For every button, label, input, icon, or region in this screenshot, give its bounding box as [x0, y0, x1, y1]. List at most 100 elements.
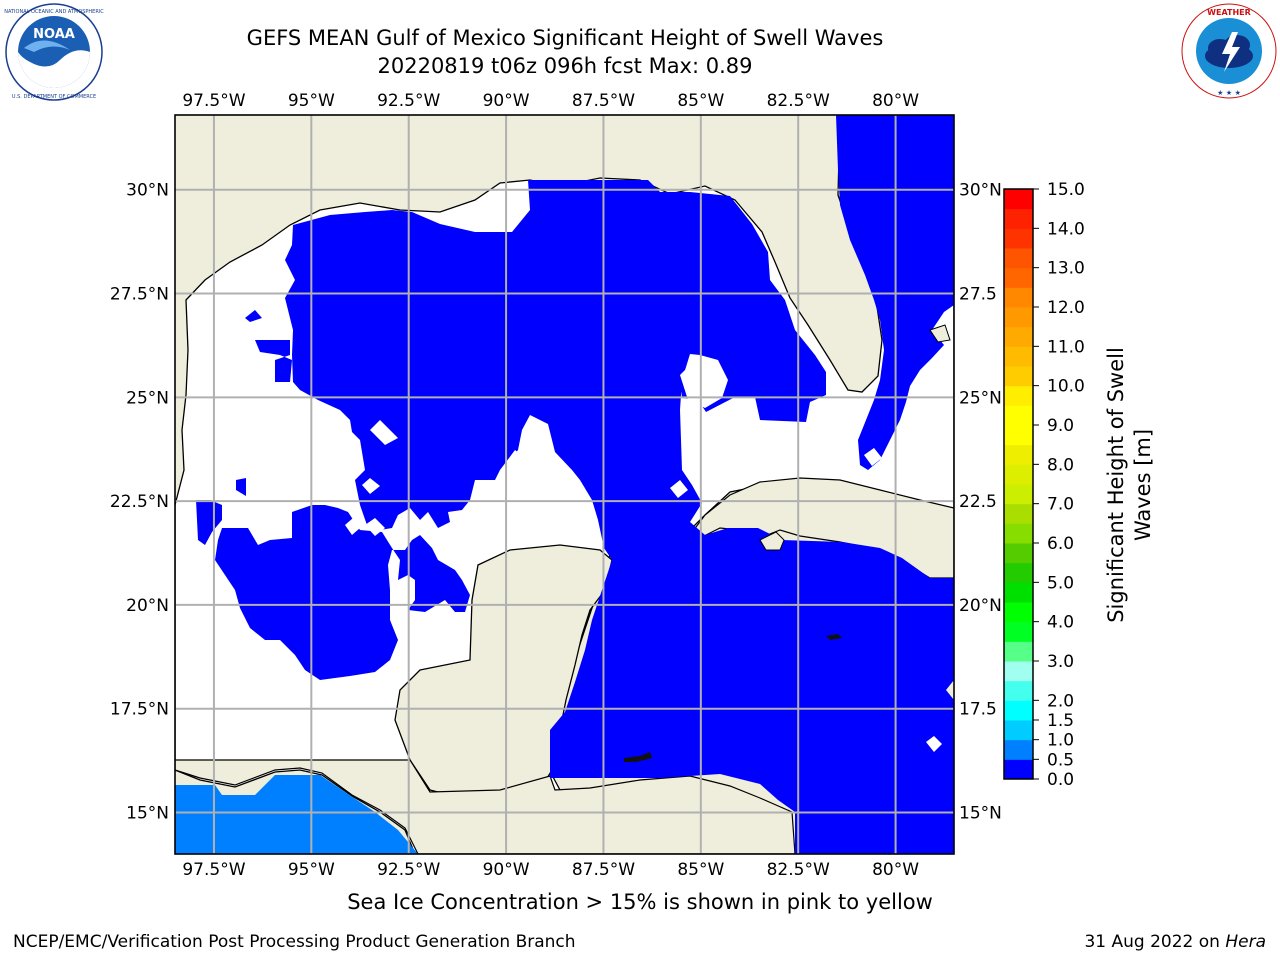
colorbar-bin — [1004, 582, 1033, 603]
colorbar-bin — [1004, 720, 1033, 741]
colorbar-bin — [1004, 621, 1033, 642]
colorbar-bin — [1004, 503, 1033, 524]
longitude-label: 85°W — [677, 860, 724, 880]
nws-logo: WEATHER ★ ★ ★ — [1181, 3, 1277, 99]
colorbar-tick-label: 10.0 — [1047, 377, 1085, 397]
no-data-patches — [345, 355, 942, 752]
latitude-label: 17.5°N — [110, 700, 169, 720]
latitude-label: 20°N — [126, 596, 169, 616]
footer-date-text: 31 Aug 2022 on — [1084, 932, 1226, 952]
longitude-label: 87.5°W — [572, 860, 635, 880]
latitude-label: 20°N — [959, 596, 1002, 616]
colorbar-bin — [1004, 739, 1033, 760]
colorbar-bin — [1004, 189, 1033, 210]
longitude-labels-bottom: 97.5°W 95°W 92.5°W 90°W 87.5°W 85°W 82.5°W 80°W — [182, 860, 919, 880]
map-title: GEFS MEAN Gulf of Mexico Significant Hei… — [246, 26, 884, 50]
island-bahamas — [929, 324, 951, 343]
colorbar-bin — [1004, 287, 1033, 308]
colorbar-bin — [1004, 208, 1033, 229]
longitude-label: 90°W — [483, 91, 530, 111]
latitude-label: 22.5 — [959, 492, 997, 512]
colorbar-tick-label: 5.0 — [1047, 573, 1074, 593]
latitude-label: 30°N — [959, 181, 1002, 201]
colorbar-tick-label: 11.0 — [1047, 337, 1085, 357]
colorbar-bin — [1004, 228, 1033, 249]
longitude-label: 82.5°W — [767, 860, 830, 880]
longitude-label: 82.5°W — [767, 91, 830, 111]
colorbar-bin — [1004, 484, 1033, 505]
colorbar-bin — [1004, 464, 1033, 485]
longitude-label: 85°W — [677, 91, 724, 111]
colorbar-ticks: 0.00.51.01.52.0 3.0 4.0 5.0 6.0 7.0 8.0 9.0 10.0… — [1033, 180, 1085, 790]
longitude-label: 95°W — [288, 860, 335, 880]
colorbar-bin — [1004, 661, 1033, 682]
colorbar-bin — [1004, 346, 1033, 367]
colorbar-tick-label: 6.0 — [1047, 534, 1074, 554]
colorbar-tick-label: 1.0 — [1047, 731, 1074, 751]
island-pines — [759, 531, 785, 551]
colorbar-bin — [1004, 425, 1033, 446]
longitude-label: 92.5°W — [377, 91, 440, 111]
colorbar-bin — [1004, 307, 1033, 328]
footer-credit: NCEP/EMC/Verification Post Processing Pr… — [13, 932, 576, 952]
longitude-label: 97.5°W — [182, 860, 245, 880]
colorbar-bin — [1004, 523, 1033, 544]
latitude-labels-right: 30°N 27.5 25°N 22.5 20°N 17.5 15°N — [959, 181, 1002, 824]
graticule — [175, 115, 954, 854]
colorbar-bin — [1004, 267, 1033, 288]
colorbar-tick-label: 8.0 — [1047, 455, 1074, 475]
noaa-logo: NOAA NATIONAL OCEANIC AND ATMOSPHERIC U.… — [4, 3, 104, 101]
colorbar-bin — [1004, 562, 1033, 583]
sea-ice-note: Sea Ice Concentration > 15% is shown in … — [347, 890, 933, 914]
colorbar-bin — [1004, 366, 1033, 387]
colorbar-tick-label: 4.0 — [1047, 613, 1074, 633]
svg-text:NATIONAL OCEANIC AND ATMOSPHER: NATIONAL OCEANIC AND ATMOSPHERIC — [4, 9, 104, 15]
colorbar-label-line: Significant Height of Swell — [1104, 347, 1128, 623]
svg-text:U.S. DEPARTMENT OF COMMERCE: U.S. DEPARTMENT OF COMMERCE — [12, 94, 96, 100]
latitude-label: 30°N — [126, 181, 169, 201]
colorbar-label-line: Waves [m] — [1131, 429, 1155, 541]
latitude-label: 15°N — [959, 803, 1002, 823]
colorbar-bin — [1004, 444, 1033, 465]
longitude-label: 80°W — [872, 860, 919, 880]
island-swan — [624, 752, 652, 762]
svg-text:WEATHER: WEATHER — [1207, 8, 1251, 17]
colorbar-label: Significant Height of Swell Waves [m] — [1104, 347, 1155, 623]
colorbar-bin — [1004, 248, 1033, 269]
colorbar-bin — [1004, 700, 1033, 721]
longitude-label: 97.5°W — [182, 91, 245, 111]
colorbar-bin — [1004, 759, 1033, 780]
colorbar-bin — [1004, 602, 1033, 623]
colorbar-tick-label: 14.0 — [1047, 219, 1085, 239]
island-cayman — [826, 634, 842, 640]
map-frame — [174, 114, 955, 855]
colorbar — [1003, 188, 1034, 780]
longitude-labels-top: 97.5°W 95°W 92.5°W 90°W 87.5°W 85°W 82.5°W 80°W — [182, 91, 919, 111]
colorbar-tick-label: 12.0 — [1047, 298, 1085, 318]
colorbar-tick-label: 7.0 — [1047, 495, 1074, 515]
colorbar-bin — [1004, 680, 1033, 701]
longitude-label: 80°W — [872, 91, 919, 111]
latitude-label: 25°N — [126, 388, 169, 408]
colorbar-tick-label: 0.0 — [1047, 770, 1074, 790]
colorbar-tick-label: 2.0 — [1047, 691, 1074, 711]
longitude-label: 95°W — [288, 91, 335, 111]
svg-text:NOAA: NOAA — [33, 27, 75, 42]
colorbar-bin — [1004, 326, 1033, 347]
latitude-label: 25°N — [959, 388, 1002, 408]
colorbar-bin — [1004, 641, 1033, 662]
latitude-labels-left: 30°N 27.5°N 25°N 22.5°N 20°N 17.5°N 15°N — [110, 181, 169, 824]
map-subtitle: 20220819 t06z 096h fcst Max: 0.89 — [377, 54, 753, 78]
colorbar-bin — [1004, 543, 1033, 564]
latitude-label: 15°N — [126, 803, 169, 823]
colorbar-tick-label: 9.0 — [1047, 416, 1074, 436]
footer-host: Hera — [1225, 932, 1266, 952]
colorbar-tick-label: 13.0 — [1047, 259, 1085, 279]
colorbar-tick-label: 3.0 — [1047, 652, 1074, 672]
colorbar-bin — [1004, 405, 1033, 426]
colorbar-bin — [1004, 385, 1033, 406]
colorbar-tick-label: 1.5 — [1047, 711, 1074, 731]
latitude-label: 17.5 — [959, 700, 997, 720]
colorbar-frame — [1003, 188, 1034, 780]
